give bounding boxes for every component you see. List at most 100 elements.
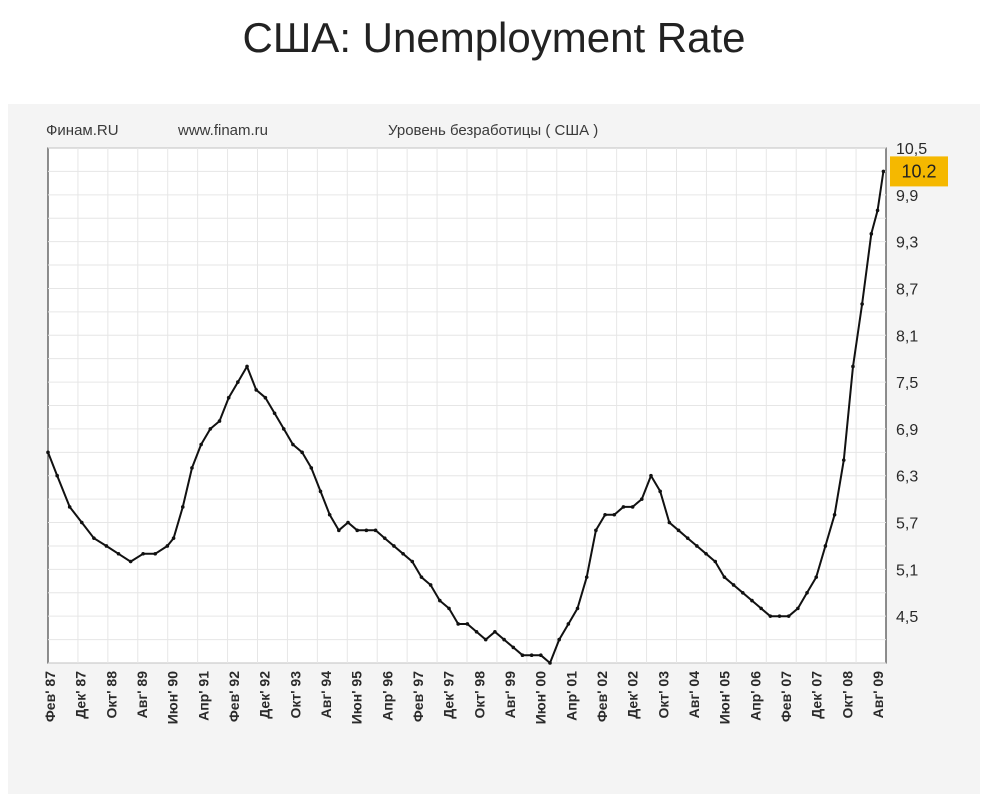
- data-point: [373, 528, 378, 533]
- data-point: [217, 419, 222, 423]
- x-tick-label: Фев' 92: [226, 671, 242, 722]
- data-point: [141, 551, 145, 556]
- data-point: [612, 512, 617, 517]
- data-point: [382, 536, 387, 540]
- y-tick-label: 8,7: [896, 281, 918, 298]
- x-tick-label: Фев' 87: [42, 671, 58, 722]
- x-tick-label: Фев' 97: [410, 671, 426, 722]
- x-tick-label: Дек' 87: [73, 671, 89, 719]
- data-point: [860, 302, 864, 306]
- data-point: [392, 544, 396, 548]
- data-point: [796, 606, 800, 611]
- data-point: [539, 653, 543, 657]
- data-point: [153, 551, 158, 556]
- x-tick-label: Авг' 89: [134, 671, 150, 719]
- x-tick-label: Апр' 91: [195, 671, 211, 721]
- x-tick-label: Окт' 03: [655, 671, 671, 719]
- x-tick-label: Авг' 99: [502, 671, 518, 719]
- y-axis-ticks: 10,5 9,9 9,3 8,7 8,1 7,5 6,9 6,3 5,7 5,1 4,5: [896, 141, 927, 626]
- y-tick-label: 6,3: [896, 469, 918, 486]
- data-point: [685, 536, 690, 540]
- data-point: [236, 380, 240, 384]
- y-tick-label: 5,7: [896, 516, 918, 533]
- data-point: [410, 559, 415, 564]
- x-tick-label: Авг' 94: [318, 671, 334, 719]
- data-point: [731, 583, 736, 587]
- data-point: [823, 544, 828, 548]
- data-point: [291, 442, 295, 447]
- data-point: [814, 575, 819, 579]
- data-point: [529, 653, 534, 657]
- x-tick-label: Июн' 90: [165, 671, 181, 724]
- y-tick-label: 7,5: [896, 375, 918, 392]
- data-point: [318, 489, 323, 494]
- data-point: [346, 520, 350, 525]
- data-point: [777, 614, 782, 618]
- data-point: [190, 466, 194, 470]
- data-point: [438, 598, 442, 603]
- data-point: [575, 606, 580, 611]
- x-tick-label: Апр' 06: [747, 671, 763, 721]
- data-point: [851, 364, 855, 369]
- data-point: [639, 497, 644, 501]
- chart-panel: Финам.RU www.finam.ru Уровень безработиц…: [8, 104, 980, 794]
- data-point: [520, 653, 525, 657]
- data-point: [603, 512, 607, 517]
- x-tick-label: Фев' 07: [778, 671, 794, 722]
- data-point: [649, 473, 653, 478]
- data-point: [165, 544, 170, 548]
- data-point: [630, 505, 635, 509]
- data-point: [832, 512, 837, 517]
- data-point: [502, 637, 506, 642]
- data-point: [199, 442, 203, 447]
- data-point: [55, 473, 59, 478]
- data-point: [364, 528, 369, 533]
- data-point: [104, 544, 109, 548]
- data-point: [722, 575, 727, 579]
- data-point: [465, 622, 470, 626]
- x-tick-label: Апр' 01: [563, 671, 579, 721]
- data-point: [493, 629, 497, 634]
- data-point: [456, 622, 460, 626]
- data-point: [875, 208, 880, 213]
- x-tick-label: Дек' 97: [441, 671, 457, 719]
- x-tick-label: Окт' 88: [103, 671, 119, 719]
- data-point: [594, 528, 598, 533]
- data-point: [869, 232, 874, 236]
- x-tick-label: Авг' 09: [870, 671, 886, 719]
- data-point: [695, 544, 699, 548]
- data-point: [263, 395, 268, 400]
- data-point: [511, 645, 516, 650]
- data-point: [704, 551, 708, 556]
- y-tick-label: 9,9: [896, 188, 918, 205]
- data-point: [254, 388, 259, 392]
- unemployment-chart: Финам.RU www.finam.ru Уровень безработиц…: [42, 122, 948, 724]
- data-point: [841, 458, 846, 462]
- data-point: [474, 629, 479, 634]
- data-point: [128, 559, 133, 564]
- data-point: [584, 575, 589, 579]
- data-point: [548, 661, 552, 665]
- slide-title: США: Unemployment Rate: [242, 14, 746, 61]
- x-tick-label: Окт' 98: [471, 671, 487, 719]
- data-point: [208, 427, 213, 431]
- series-layer: [46, 169, 886, 665]
- data-point: [759, 606, 763, 611]
- x-tick-label: Фев' 02: [594, 671, 610, 722]
- data-point: [281, 427, 286, 431]
- x-tick-label: Дек' 92: [257, 671, 273, 719]
- data-point: [92, 536, 96, 540]
- data-point: [658, 489, 662, 494]
- data-point: [46, 450, 50, 455]
- data-point: [740, 590, 745, 595]
- x-tick-label: Авг' 04: [686, 671, 702, 719]
- data-point: [786, 614, 791, 618]
- x-tick-label: Окт' 93: [287, 671, 303, 719]
- x-tick-label: Июн' 05: [717, 671, 733, 724]
- x-tick-label: Дек' 02: [625, 671, 641, 719]
- data-point: [401, 551, 405, 556]
- data-point: [67, 505, 72, 509]
- data-point: [557, 637, 561, 642]
- y-tick-label: 9,3: [896, 235, 918, 252]
- y-tick-label: 10,5: [896, 141, 927, 158]
